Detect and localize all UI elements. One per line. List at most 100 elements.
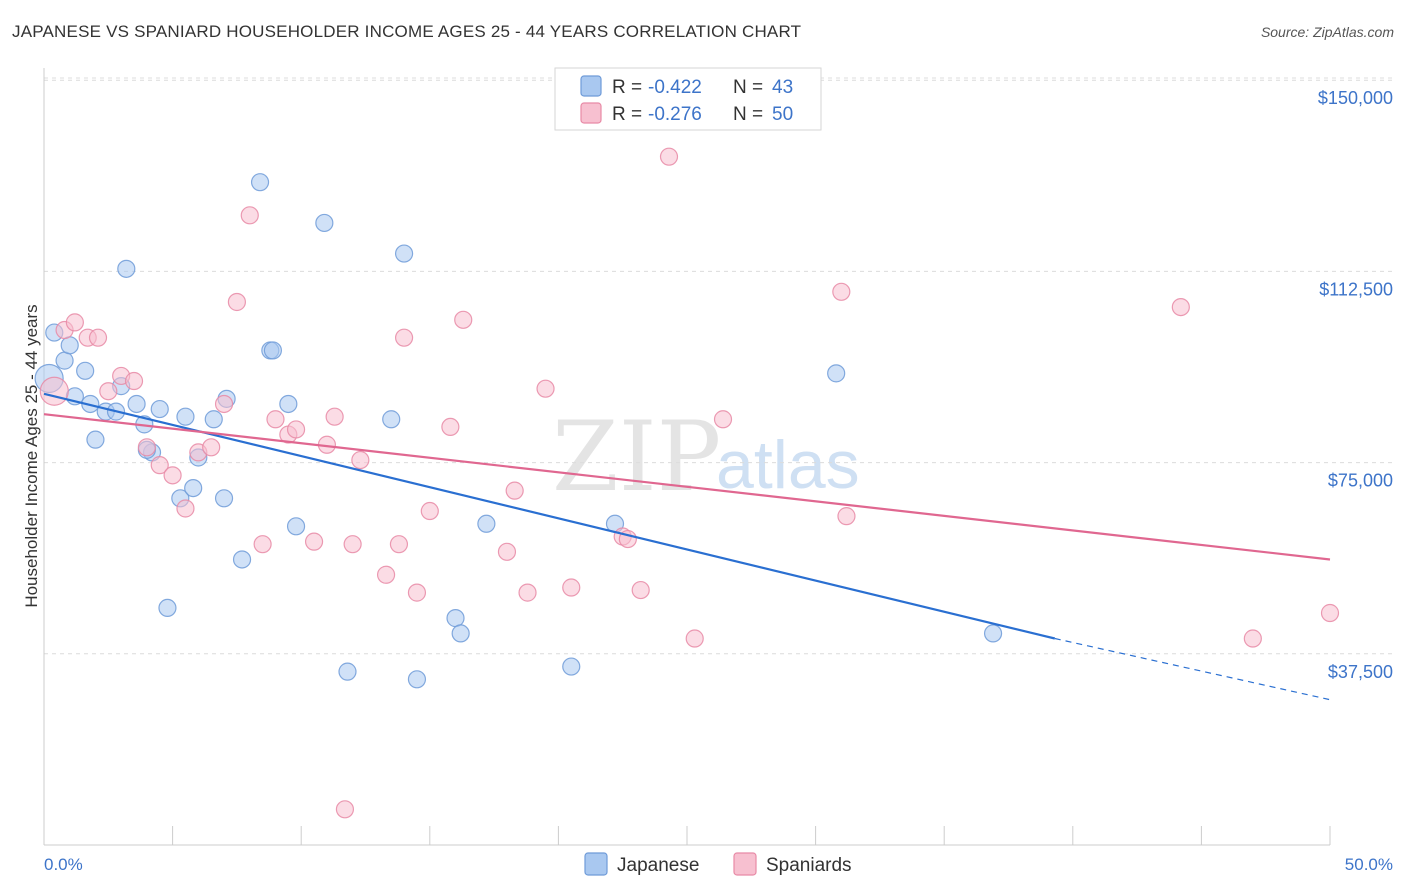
point-japanese-30	[315, 213, 334, 233]
point-japanese-2	[55, 351, 74, 370]
point-japanese-22	[214, 489, 234, 508]
point-japanese-40	[827, 364, 846, 383]
point-spaniards-7	[124, 371, 144, 391]
point-spaniards-11	[176, 499, 195, 518]
point-spaniards-29	[407, 583, 427, 602]
point-japanese-5	[76, 361, 95, 380]
y-tick-label-0: $37,500	[1328, 662, 1393, 682]
point-japanese-31	[338, 662, 357, 681]
point-spaniards-42	[685, 629, 704, 648]
legend-n-label-japanese: N =	[733, 77, 763, 98]
point-spaniards-26	[376, 565, 396, 584]
point-japanese-16	[158, 598, 177, 618]
point-spaniards-48	[1243, 629, 1262, 648]
point-spaniards-32	[454, 310, 473, 329]
point-spaniards-5	[99, 382, 118, 401]
watermark: ZIP atlas	[552, 401, 860, 513]
point-spaniards-0	[39, 376, 69, 406]
legend-swatch-japanese	[580, 75, 602, 97]
point-spaniards-46	[335, 800, 355, 819]
point-spaniards-43	[713, 410, 733, 429]
trend-line-japanese	[43, 392, 1056, 640]
grid-lines	[44, 77, 1395, 655]
chart-source: Source: ZipAtlas.com	[1260, 24, 1394, 40]
point-japanese-34	[407, 670, 427, 689]
y-axis-label: Householder Income Ages 25 - 44 years	[22, 304, 41, 607]
point-spaniards-25	[351, 450, 370, 470]
watermark-atlas: atlas	[716, 427, 860, 503]
point-japanese-15	[150, 399, 169, 419]
trend-lines	[43, 392, 1331, 701]
point-japanese-18	[176, 407, 195, 426]
y-tick-label-3: $150,000	[1318, 88, 1393, 108]
x-tick-label-1: 50.0%	[1345, 855, 1393, 874]
point-spaniards-35	[518, 583, 537, 602]
point-spaniards-17	[253, 535, 272, 554]
trend-line-spaniards	[43, 413, 1331, 561]
bottom-legend-swatch-japanese	[584, 852, 608, 876]
legend-r-label-japanese: R =	[612, 77, 642, 98]
point-japanese-32	[382, 410, 401, 429]
point-japanese-3	[60, 336, 79, 355]
point-spaniards-27	[389, 535, 409, 554]
point-spaniards-40	[631, 580, 650, 600]
legend-top: R = -0.422 N = 43 R = -0.276 N = 50	[554, 67, 822, 131]
point-japanese-19	[184, 478, 203, 498]
point-spaniards-47	[1171, 297, 1190, 317]
point-spaniards-31	[441, 417, 460, 437]
point-spaniards-41	[659, 147, 679, 166]
point-spaniards-8	[137, 438, 156, 457]
bottom-legend-label-spaniards: Spaniards	[766, 855, 852, 876]
watermark-zip: ZIP	[552, 401, 721, 513]
point-spaniards-21	[304, 532, 324, 551]
point-spaniards-30	[420, 501, 439, 521]
point-japanese-28	[279, 394, 298, 414]
point-spaniards-20	[286, 420, 306, 439]
point-spaniards-13	[202, 438, 221, 457]
point-spaniards-24	[343, 535, 362, 554]
point-japanese-29	[286, 517, 306, 536]
y-tick-labels: $37,500 $75,000 $112,500 $150,000	[1318, 88, 1393, 682]
trend-extension-japanese	[1054, 637, 1331, 701]
point-japanese-21	[204, 410, 223, 429]
legend-r-value-spaniards: -0.276	[648, 104, 702, 125]
point-japanese-7	[86, 430, 105, 449]
point-spaniards-15	[227, 292, 246, 312]
legend-bottom: Japanese Spaniards	[584, 852, 852, 876]
point-japanese-36	[451, 624, 470, 643]
legend-r-value-japanese: -0.422	[648, 77, 702, 98]
x-tick-labels: 0.0% 50.0%	[44, 855, 1393, 874]
y-tick-label-2: $112,500	[1319, 279, 1393, 299]
point-spaniards-16	[240, 206, 259, 225]
point-japanese-27	[263, 341, 283, 360]
legend-n-value-japanese: 43	[772, 77, 793, 98]
point-spaniards-36	[536, 379, 555, 398]
point-japanese-41	[983, 624, 1003, 643]
point-spaniards-23	[325, 407, 344, 426]
point-japanese-38	[562, 657, 581, 676]
y-tick-label-1: $75,000	[1328, 471, 1393, 491]
bottom-legend-swatch-spaniards	[733, 852, 757, 876]
legend-n-label-spaniards: N =	[733, 104, 763, 125]
legend-n-value-spaniards: 50	[772, 104, 793, 125]
data-points	[34, 147, 1340, 819]
point-japanese-25	[250, 173, 270, 192]
axes	[43, 68, 1331, 846]
point-spaniards-44	[832, 282, 851, 301]
point-spaniards-34	[505, 481, 524, 500]
point-japanese-37	[477, 514, 496, 533]
point-spaniards-33	[497, 542, 517, 561]
legend-swatch-spaniards	[580, 102, 602, 124]
point-spaniards-45	[837, 507, 856, 526]
point-japanese-24	[232, 550, 252, 569]
point-spaniards-49	[1320, 603, 1340, 623]
point-spaniards-4	[88, 328, 108, 347]
point-japanese-11	[117, 259, 136, 278]
chart-title: JAPANESE VS SPANIARD HOUSEHOLDER INCOME …	[12, 22, 802, 41]
point-spaniards-14	[214, 394, 234, 414]
point-spaniards-10	[163, 466, 182, 485]
point-spaniards-2	[65, 313, 84, 332]
point-japanese-12	[127, 394, 146, 414]
legend-r-label-spaniards: R =	[612, 104, 642, 125]
